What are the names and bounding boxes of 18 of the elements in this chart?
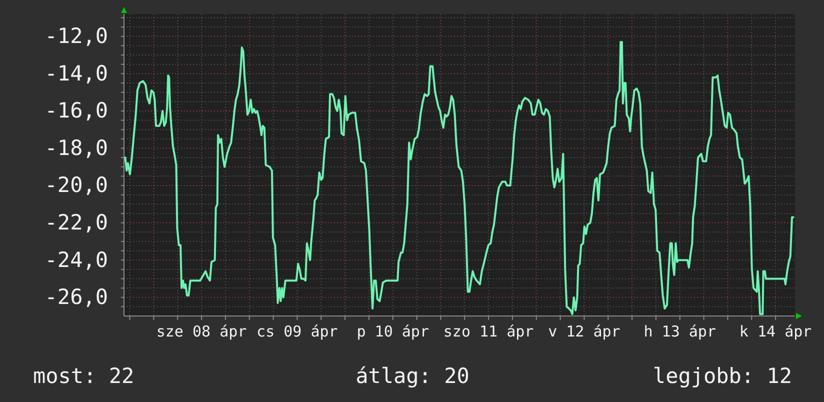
y-tick-label: -18,0 (44, 136, 108, 160)
x-tick-label: cs 09 ápr (256, 322, 338, 341)
x-tick-label: v 12 ápr (548, 322, 620, 341)
x-tick-label: szo 11 ápr (443, 322, 534, 341)
y-tick-label: -16,0 (44, 98, 108, 123)
x-tick-label: h 13 ápr (644, 322, 716, 341)
text: átlag: 20 (356, 364, 470, 388)
x-tick-label: k 14 ápr (739, 322, 812, 341)
text: most: 22 (33, 364, 134, 388)
text: legjobb: 12 (652, 364, 792, 388)
x-tick-label: sze 08 ápr (156, 322, 247, 341)
y-tick-label: -22,0 (44, 210, 108, 235)
y-tick-label: -20,0 (44, 173, 108, 198)
y-tick-label: -12,0 (44, 24, 108, 48)
x-tick-label: p 10 ápr (356, 322, 429, 341)
y-tick-label: -24,0 (44, 248, 108, 272)
y-tick-label: -26,0 (44, 285, 108, 310)
y-tick-label: -14,0 (44, 61, 108, 86)
